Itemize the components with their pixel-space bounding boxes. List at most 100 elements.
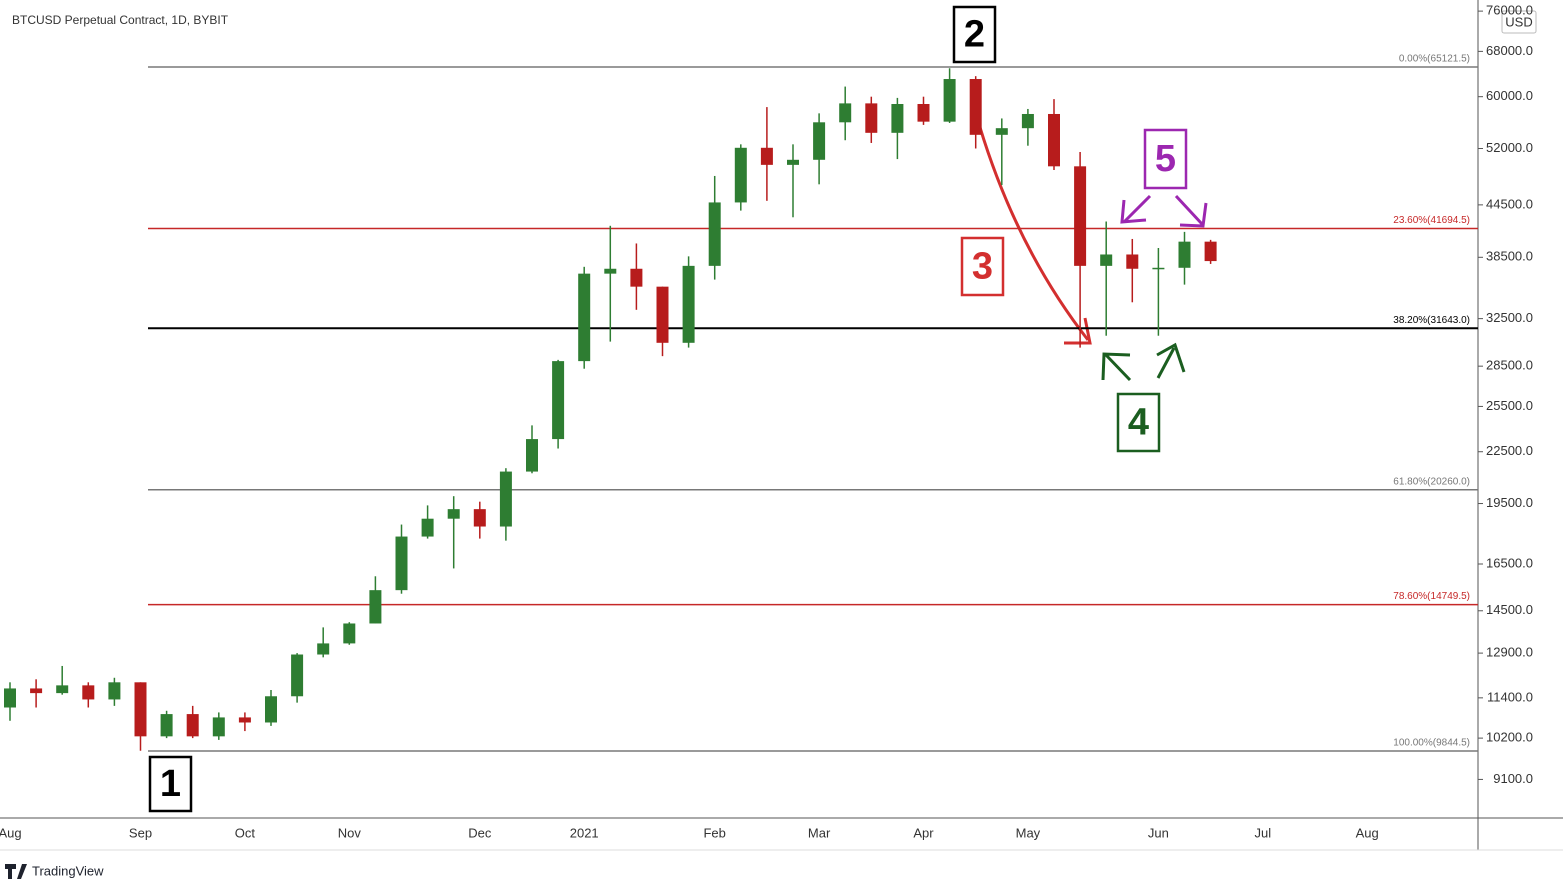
candle-body bbox=[160, 714, 173, 737]
annotation-arrows bbox=[971, 102, 1208, 382]
candle-body bbox=[839, 103, 852, 123]
candle-body bbox=[995, 128, 1008, 135]
red-arrow bbox=[971, 102, 1090, 341]
unit-label: USD bbox=[1505, 14, 1532, 29]
candle-body bbox=[317, 643, 330, 655]
annotation-number: 2 bbox=[964, 14, 985, 56]
x-tick-label: May bbox=[1016, 825, 1041, 840]
red-arrowhead bbox=[1064, 317, 1092, 345]
y-tick-label: 16500.0 bbox=[1486, 555, 1533, 570]
purple-arrow-left bbox=[1120, 194, 1152, 224]
y-tick-label: 60000.0 bbox=[1486, 88, 1533, 103]
candle-body bbox=[212, 717, 225, 737]
candle-body bbox=[656, 286, 669, 343]
y-tick-label: 9100.0 bbox=[1493, 771, 1533, 786]
candle-body bbox=[30, 688, 43, 694]
y-tick-label: 19500.0 bbox=[1486, 495, 1533, 510]
y-tick-label: 14500.0 bbox=[1486, 602, 1533, 617]
fib-label: 23.60%(41694.5) bbox=[1393, 215, 1470, 226]
y-tick-label: 28500.0 bbox=[1486, 358, 1533, 373]
candle-body bbox=[108, 682, 121, 700]
candle-body bbox=[421, 518, 434, 537]
annotation-box bbox=[1116, 392, 1161, 453]
candle-body bbox=[943, 79, 956, 122]
candle-body bbox=[395, 536, 408, 591]
candle-body bbox=[265, 696, 277, 723]
y-tick-label: 32500.0 bbox=[1486, 310, 1533, 325]
candle-body bbox=[604, 268, 617, 274]
candle-body bbox=[291, 654, 304, 697]
candle-body bbox=[1100, 254, 1113, 266]
y-tick-label: 38500.0 bbox=[1486, 249, 1533, 264]
fib-label: 38.20%(31643.0) bbox=[1393, 315, 1470, 326]
candle-body bbox=[369, 590, 382, 624]
x-tick-label: Aug bbox=[0, 825, 22, 840]
candle-body bbox=[578, 273, 591, 362]
annotation-number: 5 bbox=[1155, 138, 1176, 180]
x-tick-label: 2021 bbox=[570, 825, 599, 840]
x-tick-label: Nov bbox=[338, 825, 362, 840]
fib-label: 61.80%(20260.0) bbox=[1393, 476, 1470, 487]
y-tick-label: 68000.0 bbox=[1486, 43, 1533, 58]
chart-title: BTCUSD Perpetual Contract, 1D, BYBIT bbox=[12, 13, 229, 27]
candle-body bbox=[134, 682, 147, 737]
annotation-box bbox=[1143, 128, 1188, 190]
y-tick-label: 25500.0 bbox=[1486, 398, 1533, 413]
brand-logo bbox=[5, 864, 27, 879]
y-tick-label: 12900.0 bbox=[1486, 645, 1533, 660]
candle-body bbox=[760, 147, 773, 165]
candle-body bbox=[447, 509, 460, 519]
candle-body bbox=[813, 122, 826, 160]
candle-body bbox=[186, 714, 199, 737]
annotation-number: 1 bbox=[160, 763, 181, 805]
candle-body bbox=[343, 623, 356, 644]
candle-body bbox=[1048, 113, 1060, 167]
y-tick-label: 44500.0 bbox=[1486, 196, 1533, 211]
candle-body bbox=[787, 159, 799, 165]
candle-body bbox=[734, 147, 747, 203]
green-arrow-right bbox=[1156, 342, 1186, 379]
unit-box bbox=[1501, 10, 1537, 34]
x-tick-label: Jun bbox=[1148, 825, 1169, 840]
candle-body bbox=[473, 509, 486, 527]
fib-label: 100.00%(9844.5) bbox=[1393, 738, 1470, 749]
candle-body bbox=[4, 688, 16, 708]
candle-body bbox=[865, 103, 878, 133]
candle-body bbox=[969, 79, 982, 135]
x-tick-label: Feb bbox=[703, 825, 725, 840]
candle-body bbox=[1178, 241, 1191, 268]
candle-body bbox=[1074, 166, 1087, 266]
candle-body bbox=[1204, 241, 1217, 262]
y-tick-label: 10200.0 bbox=[1486, 730, 1533, 745]
annotation-box bbox=[952, 5, 997, 64]
brand-name: TradingView bbox=[32, 863, 104, 878]
x-tick-label: Apr bbox=[913, 825, 934, 840]
y-tick-label: 11400.0 bbox=[1487, 689, 1533, 704]
candle-body bbox=[499, 471, 512, 527]
candle-body bbox=[238, 717, 251, 723]
candle-body bbox=[1152, 267, 1165, 270]
annotation-box bbox=[960, 236, 1005, 297]
fib-label: 78.60%(14749.5) bbox=[1393, 591, 1470, 602]
logo-icon bbox=[5, 864, 27, 879]
x-tick-label: Jul bbox=[1254, 825, 1271, 840]
candle-body bbox=[917, 103, 930, 122]
y-tick-label: 22500.0 bbox=[1486, 443, 1533, 458]
candle-body bbox=[1126, 254, 1139, 269]
candle-body bbox=[56, 685, 69, 694]
fib-label: 0.00%(65121.5) bbox=[1399, 54, 1470, 65]
x-tick-label: Sep bbox=[129, 825, 152, 840]
y-tick-label: 76000.0 bbox=[1486, 3, 1533, 18]
candle-body bbox=[526, 439, 538, 472]
candle-body bbox=[82, 685, 95, 700]
x-tick-label: Aug bbox=[1356, 825, 1379, 840]
x-tick-label: Oct bbox=[235, 825, 256, 840]
candle-body bbox=[630, 268, 643, 287]
candle-body bbox=[891, 103, 904, 133]
annotation-box bbox=[148, 755, 193, 813]
candle-body bbox=[682, 265, 695, 343]
annotation-number: 4 bbox=[1128, 402, 1149, 444]
purple-arrow-right bbox=[1174, 194, 1208, 228]
